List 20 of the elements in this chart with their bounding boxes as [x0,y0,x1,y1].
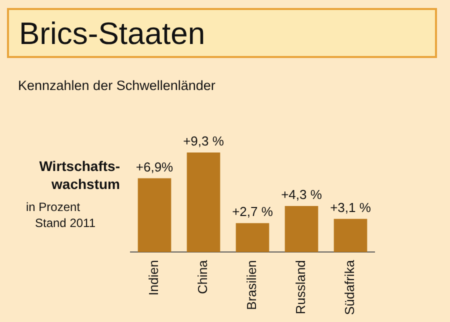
data-label: +3,1 % [330,200,372,215]
x-tick-label: Russland [293,260,308,314]
data-label: +9,3 % [183,134,224,149]
bar [138,178,172,252]
x-tick-label: Indien [146,260,162,296]
x-tick-label: China [195,259,210,294]
data-label: +6,9% [136,159,174,174]
y-axis-title: Wirtschafts-wachstum [38,157,120,193]
bar [284,206,318,252]
data-label: +2,7 % [232,204,274,220]
chart-title: Brics-Staaten [19,16,206,52]
text: in Prozent [26,200,80,214]
x-tick-label: Südafrika [342,259,358,315]
chart-subtitle: Kennzahlen der Schwellenländer [18,78,216,93]
data-label: +4,3 % [281,187,322,202]
x-tick-label: Brasilien [244,260,260,310]
bar [186,152,220,252]
bar [236,223,270,252]
bar [334,218,368,252]
text: Stand 2011 [35,216,96,230]
